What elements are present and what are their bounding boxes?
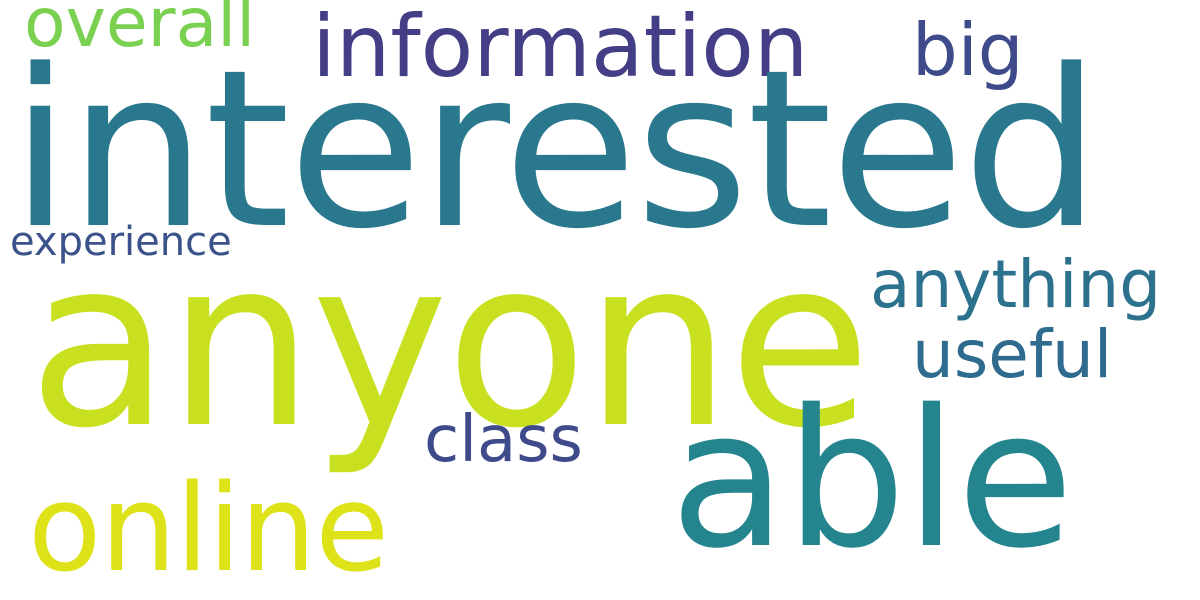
word-able: able: [670, 369, 1074, 590]
word-interested: interested: [10, 24, 1101, 277]
word-information: information: [312, 0, 809, 97]
word-online: online: [28, 460, 389, 599]
word-anyone: anyone: [28, 209, 871, 479]
word-useful: useful: [912, 316, 1113, 393]
word-overall: overall: [24, 0, 256, 63]
word-big: big: [912, 8, 1024, 92]
word-experience: experience: [10, 219, 232, 265]
word-anything: anything: [870, 246, 1162, 323]
word-class: class: [424, 403, 583, 477]
